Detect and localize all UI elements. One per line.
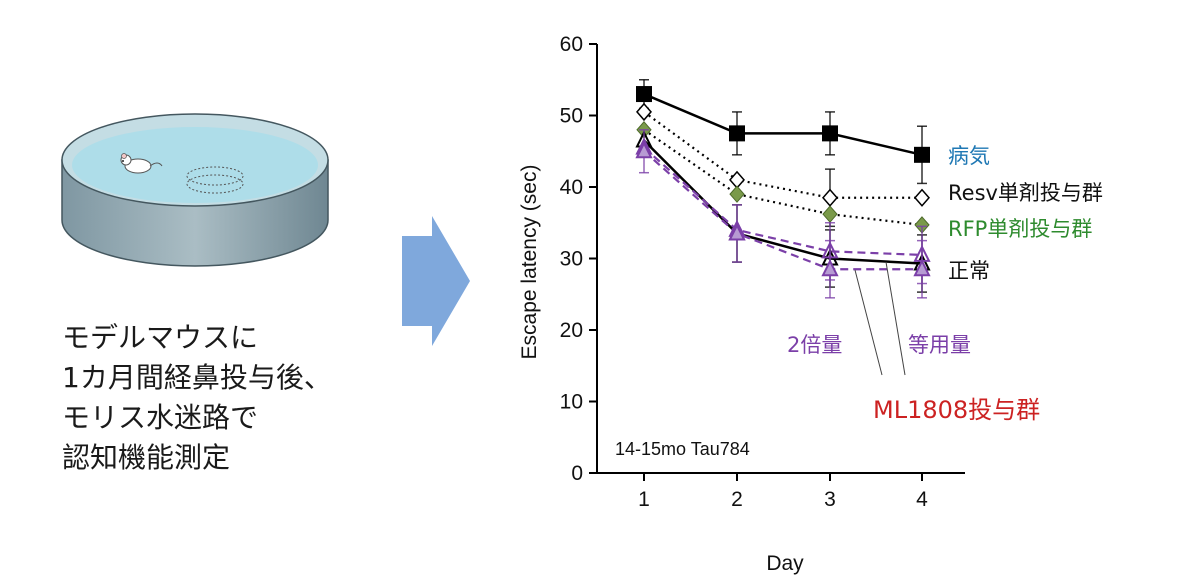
series-line — [643, 111, 922, 199]
group-label: ML1808投与群 — [873, 396, 1040, 424]
data-point — [822, 125, 838, 142]
x-tick-label: 3 — [824, 488, 836, 511]
description-line: モデルマウスに — [62, 321, 259, 354]
series-label: 2倍量 — [787, 333, 842, 357]
data-point — [636, 86, 652, 103]
data-point — [914, 146, 930, 163]
data-point — [914, 188, 930, 207]
data-point — [822, 205, 838, 223]
y-tick-label: 20 — [560, 319, 583, 342]
series-label: 病気 — [948, 144, 990, 168]
series-label: 等用量 — [908, 333, 971, 357]
group-pointer-line — [885, 261, 906, 376]
right-arrow-icon — [402, 216, 470, 346]
series-line — [643, 92, 923, 157]
x-tick-label: 4 — [916, 488, 928, 511]
data-point — [822, 188, 838, 207]
description-line: 1カ月間経鼻投与後、 — [62, 361, 332, 394]
data-point — [635, 141, 653, 159]
data-point — [728, 223, 746, 241]
x-tick-label: 2 — [731, 488, 743, 511]
petri-dish-with-mouse-icon — [61, 113, 329, 267]
series-label: 正常 — [948, 259, 990, 283]
data-point — [729, 125, 745, 142]
description-line: 認知機能測定 — [62, 441, 231, 474]
series-label: Resv単剤投与群 — [948, 181, 1103, 205]
y-axis-label: Escape latency (sec) — [518, 165, 541, 360]
y-tick-label: 10 — [560, 391, 583, 414]
series-line — [643, 150, 922, 271]
mouse-icon — [120, 153, 163, 174]
chart-annotation: 14-15mo Tau784 — [615, 439, 750, 459]
x-axis-label: Day — [766, 552, 804, 575]
data-point — [729, 185, 745, 203]
data-point — [821, 258, 839, 277]
y-tick-label: 0 — [571, 462, 583, 485]
data-point — [913, 258, 931, 277]
y-tick-label: 50 — [560, 105, 583, 128]
series-label: RFP単剤投与群 — [948, 217, 1092, 241]
group-pointer-line — [854, 269, 883, 376]
data-point — [636, 102, 652, 122]
y-tick-label: 30 — [560, 248, 583, 271]
description-line: モリス水迷路で — [62, 401, 259, 434]
x-tick-label: 1 — [638, 488, 650, 511]
y-tick-label: 40 — [560, 176, 583, 199]
description-text: モデルマウスに 1カ月間経鼻投与後、 モリス水迷路で 認知機能測定 — [62, 318, 332, 478]
y-tick-label: 60 — [560, 33, 583, 56]
series-line — [643, 139, 923, 265]
series-line — [643, 146, 923, 257]
